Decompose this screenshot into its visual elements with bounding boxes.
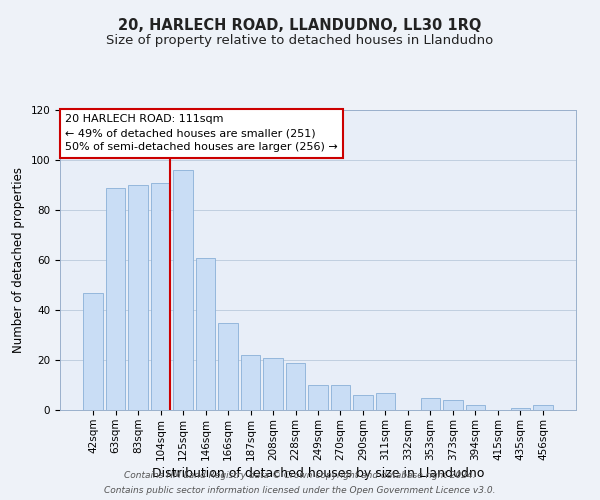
Bar [106, 188, 125, 410]
Bar [218, 322, 238, 410]
Text: 20, HARLECH ROAD, LLANDUDNO, LL30 1RQ: 20, HARLECH ROAD, LLANDUDNO, LL30 1RQ [118, 18, 482, 32]
Bar [241, 355, 260, 410]
Bar [376, 392, 395, 410]
Bar [196, 258, 215, 410]
Bar [286, 362, 305, 410]
Bar [353, 395, 373, 410]
Bar [83, 292, 103, 410]
Text: Contains public sector information licensed under the Open Government Licence v3: Contains public sector information licen… [104, 486, 496, 495]
Bar [511, 408, 530, 410]
Bar [533, 405, 553, 410]
Bar [308, 385, 328, 410]
Text: 20 HARLECH ROAD: 111sqm
← 49% of detached houses are smaller (251)
50% of semi-d: 20 HARLECH ROAD: 111sqm ← 49% of detache… [65, 114, 338, 152]
Bar [151, 182, 170, 410]
Bar [421, 398, 440, 410]
X-axis label: Distribution of detached houses by size in Llandudno: Distribution of detached houses by size … [152, 466, 484, 479]
Bar [173, 170, 193, 410]
Bar [263, 358, 283, 410]
Bar [128, 185, 148, 410]
Bar [443, 400, 463, 410]
Text: Contains HM Land Registry data © Crown copyright and database right 2024.: Contains HM Land Registry data © Crown c… [124, 471, 476, 480]
Bar [466, 405, 485, 410]
Bar [331, 385, 350, 410]
Y-axis label: Number of detached properties: Number of detached properties [12, 167, 25, 353]
Text: Size of property relative to detached houses in Llandudno: Size of property relative to detached ho… [106, 34, 494, 47]
